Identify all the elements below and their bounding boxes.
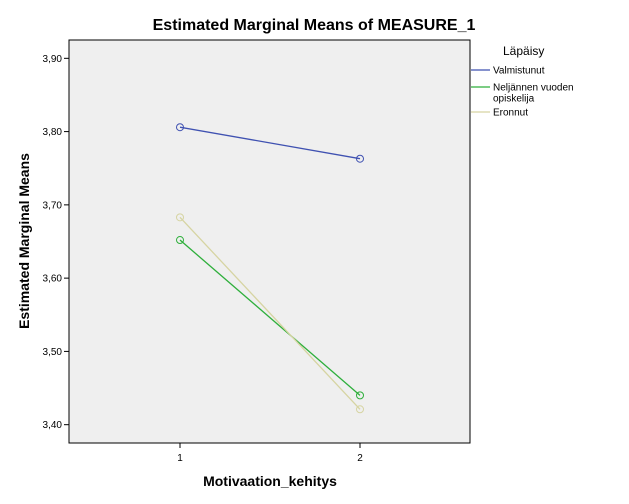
data-point-valmistunut <box>176 123 184 132</box>
legend-title: Läpäisy <box>503 44 544 58</box>
x-tick-label: 1 <box>177 453 183 464</box>
x-axis-label: Motivaation_kehitys <box>203 473 337 489</box>
data-point-valmistunut <box>356 154 364 163</box>
data-point-eronnut <box>356 405 364 414</box>
legend: Läpäisy Valmistunut Neljännen vuodenopisk… <box>471 44 574 119</box>
series-layer <box>176 123 364 414</box>
legend-entry-label: opiskelija <box>493 94 535 105</box>
data-point-eronnut <box>176 213 184 222</box>
legend-entry-label: Eronnut <box>493 108 528 119</box>
y-tick-label: 3,90 <box>43 54 63 65</box>
data-point-nelj-nnen-vuoden-opiskelija <box>176 236 184 245</box>
chart-title: Estimated Marginal Means of MEASURE_1 <box>153 17 476 34</box>
legend-entry-label: Valmistunut <box>493 66 545 77</box>
x-tick-label: 2 <box>357 453 363 464</box>
plot-area <box>68 39 471 444</box>
y-tick-label: 3,40 <box>43 420 63 431</box>
y-tick-label: 3,50 <box>43 347 63 358</box>
y-axis: 3,40 3,50 3,60 3,70 3,80 3,90 <box>43 54 69 431</box>
legend-entry-label: Neljännen vuoden <box>493 83 574 94</box>
data-point-nelj-nnen-vuoden-opiskelija <box>356 391 364 400</box>
y-axis-label: Estimated Marginal Means <box>16 153 32 329</box>
y-tick-label: 3,80 <box>43 127 63 138</box>
series-line-valmistunut <box>179 126 361 160</box>
series-line-eronnut <box>179 216 361 410</box>
series-line-nelj-nnen-vuoden-opiskelija <box>179 239 361 396</box>
y-tick-label: 3,60 <box>43 274 63 285</box>
y-tick-label: 3,70 <box>43 200 63 211</box>
